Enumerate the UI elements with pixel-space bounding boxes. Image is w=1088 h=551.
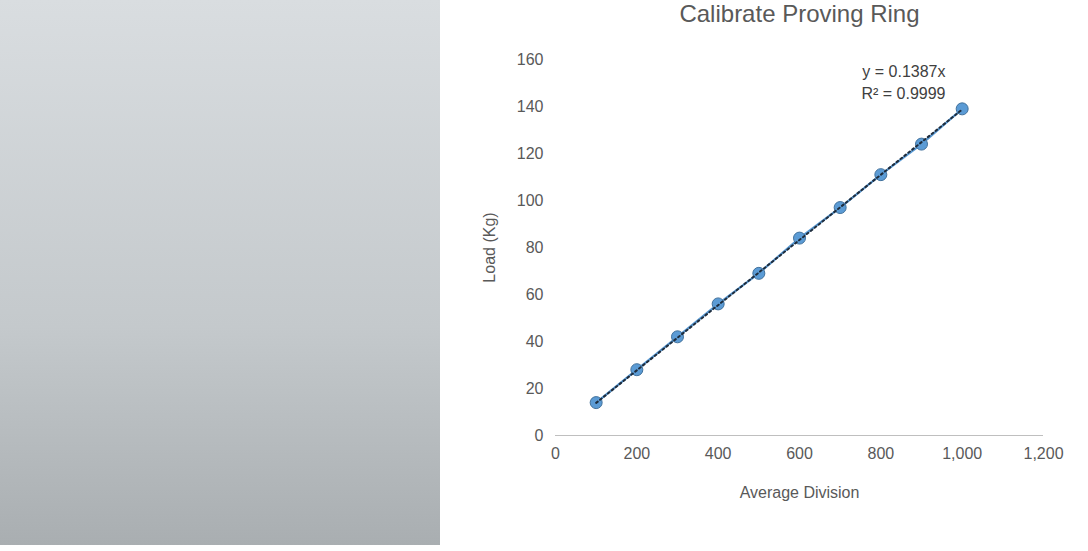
svg-text:Calibrate Proving Ring: Calibrate Proving Ring: [679, 0, 919, 27]
svg-text:0: 0: [551, 445, 560, 462]
svg-text:400: 400: [705, 445, 732, 462]
svg-text:1,200: 1,200: [1023, 445, 1063, 462]
svg-text:160: 160: [517, 51, 544, 68]
svg-text:600: 600: [786, 445, 813, 462]
svg-text:120: 120: [517, 145, 544, 162]
svg-text:60: 60: [526, 286, 544, 303]
svg-text:20: 20: [526, 380, 544, 397]
svg-text:y = 0.1387x: y = 0.1387x: [862, 63, 945, 80]
svg-text:Average Division: Average Division: [740, 484, 860, 501]
svg-text:40: 40: [526, 333, 544, 350]
svg-text:800: 800: [867, 445, 894, 462]
svg-text:140: 140: [517, 98, 544, 115]
svg-text:R² = 0.9999: R² = 0.9999: [861, 85, 945, 102]
svg-text:80: 80: [526, 239, 544, 256]
svg-text:Load (Kg): Load (Kg): [481, 212, 498, 282]
svg-text:100: 100: [517, 192, 544, 209]
svg-text:200: 200: [623, 445, 650, 462]
svg-text:1,000: 1,000: [942, 445, 982, 462]
svg-text:0: 0: [535, 427, 544, 444]
